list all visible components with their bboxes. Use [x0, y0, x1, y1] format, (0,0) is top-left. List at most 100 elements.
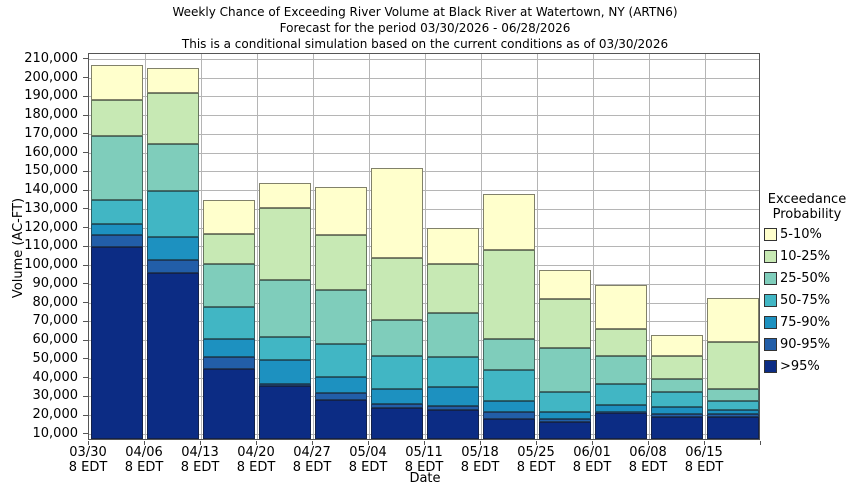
x-tick-label: 04/13 8 EDT — [170, 445, 230, 475]
bar-segment-75-90% — [259, 360, 311, 384]
x-tick-mark — [760, 441, 761, 445]
bar-segment-50-75% — [707, 401, 759, 410]
bar-segment-10-25% — [315, 235, 367, 290]
x-tick-time: 8 EDT — [348, 460, 388, 475]
bar-segment-5-10% — [203, 199, 255, 235]
bar-05/25 — [539, 52, 591, 439]
y-tick-mark — [83, 339, 88, 341]
x-tick-label: 06/08 8 EDT — [618, 445, 678, 475]
x-tick-date: 06/08 — [629, 445, 667, 460]
bar-segment->95% — [147, 272, 199, 439]
bar-segment-10-25% — [539, 299, 591, 348]
x-tick-time: 8 EDT — [684, 460, 724, 475]
legend-items: 5-10% 10-25% 25-50% 50-75% 75-90% 90-95% >95% — [764, 227, 850, 374]
legend-item-10-25-: 10-25% — [764, 248, 850, 264]
y-tick-mark — [83, 358, 88, 360]
x-tick-label: 06/01 8 EDT — [562, 445, 622, 475]
plot-area — [88, 53, 760, 440]
x-tick-date: 04/13 — [181, 445, 219, 460]
gridline-h — [89, 321, 759, 323]
bar-segment->95% — [595, 412, 647, 439]
y-tick-mark — [83, 152, 88, 153]
bar-segment-50-75% — [427, 357, 479, 388]
legend-swatch — [764, 337, 777, 351]
gridline-h — [89, 115, 759, 116]
bar-05/04 — [371, 52, 423, 439]
bar-segment-50-75% — [651, 391, 703, 407]
legend-swatch — [764, 227, 777, 241]
bar-segment-25-50% — [595, 356, 647, 384]
x-tick-time: 8 EDT — [180, 460, 220, 475]
bar-segment-5-10% — [651, 334, 703, 357]
y-tick-label: 190,000 — [24, 88, 78, 104]
gridline-v — [312, 54, 314, 439]
bar-segment-50-75% — [539, 391, 591, 412]
x-tick-time: 8 EDT — [460, 460, 500, 475]
bar-segment-10-25% — [147, 92, 199, 145]
y-tick-label: 150,000 — [24, 163, 78, 179]
y-tick-mark — [83, 170, 88, 172]
legend-title-line1: Exceedance — [767, 192, 847, 207]
gridline-h — [89, 152, 759, 154]
y-tick-label: 120,000 — [24, 219, 78, 235]
bar-segment-25-50% — [539, 347, 591, 392]
y-tick-mark — [83, 302, 88, 303]
bar-06/01 — [595, 52, 647, 439]
y-tick-label: 100,000 — [24, 257, 78, 272]
y-tick-mark — [83, 264, 88, 266]
gridline-h — [89, 58, 759, 60]
bar-segment-25-50% — [427, 313, 479, 358]
bar-segment-5-10% — [483, 194, 535, 251]
x-tick-label: 06/15 8 EDT — [674, 445, 734, 475]
bar-segment-75-90% — [595, 405, 647, 412]
y-tick-mark — [83, 189, 88, 191]
legend-label: >95% — [780, 358, 820, 374]
y-tick-label: 180,000 — [24, 107, 78, 122]
y-tick-label: 200,000 — [24, 69, 78, 85]
y-tick-label: 170,000 — [24, 125, 78, 141]
bar-segment->95% — [315, 400, 367, 439]
bar-segment->95% — [707, 417, 759, 439]
legend-label: 75-90% — [780, 314, 831, 330]
legend-item-50-75-: 50-75% — [764, 292, 850, 308]
y-tick-label: 80,000 — [32, 294, 79, 310]
x-tick-date: 03/30 — [69, 445, 107, 460]
bar-04/20 — [259, 52, 311, 439]
bar-segment-90-95% — [147, 259, 199, 273]
legend-label: 50-75% — [780, 292, 831, 308]
legend-item-5-10-: 5-10% — [764, 227, 850, 242]
y-tick-label: 210,000 — [24, 50, 78, 66]
y-tick-label: 20,000 — [32, 407, 79, 422]
bar-segment-5-10% — [147, 67, 199, 93]
gridline-h — [89, 77, 759, 79]
bar-segment-5-10% — [371, 167, 423, 258]
legend-label: 10-25% — [780, 248, 831, 264]
y-tick-mark — [83, 208, 88, 210]
y-tick-mark — [83, 77, 88, 78]
x-tick-label: 04/06 8 EDT — [114, 445, 174, 475]
y-tick-label: 110,000 — [24, 238, 78, 254]
bar-segment-90-95% — [483, 411, 535, 420]
bar-segment-90-95% — [91, 235, 143, 247]
bar-segment-50-75% — [259, 336, 311, 361]
y-tick-label: 140,000 — [24, 182, 78, 197]
gridline-v — [480, 54, 482, 439]
bar-06/15 — [707, 52, 759, 439]
bar-segment-5-10% — [315, 186, 367, 236]
bar-segment-10-25% — [371, 257, 423, 320]
bar-segment-25-50% — [147, 144, 199, 192]
bar-segment-50-75% — [91, 199, 143, 225]
legend-item--95-: >95% — [764, 358, 850, 374]
x-tick-mark — [368, 441, 369, 445]
x-tick-time: 8 EDT — [628, 460, 668, 475]
bar-segment-5-10% — [595, 285, 647, 330]
chart-titles: Weekly Chance of Exceeding River Volume … — [0, 4, 850, 52]
bar-segment-25-50% — [259, 280, 311, 337]
bar-segment-25-50% — [203, 263, 255, 307]
bar-segment-25-50% — [651, 378, 703, 392]
x-tick-mark — [200, 441, 201, 445]
bar-segment-75-90% — [371, 389, 423, 405]
x-tick-mark — [536, 441, 537, 445]
gridline-v — [648, 54, 650, 439]
legend-label: 90-95% — [780, 336, 831, 352]
